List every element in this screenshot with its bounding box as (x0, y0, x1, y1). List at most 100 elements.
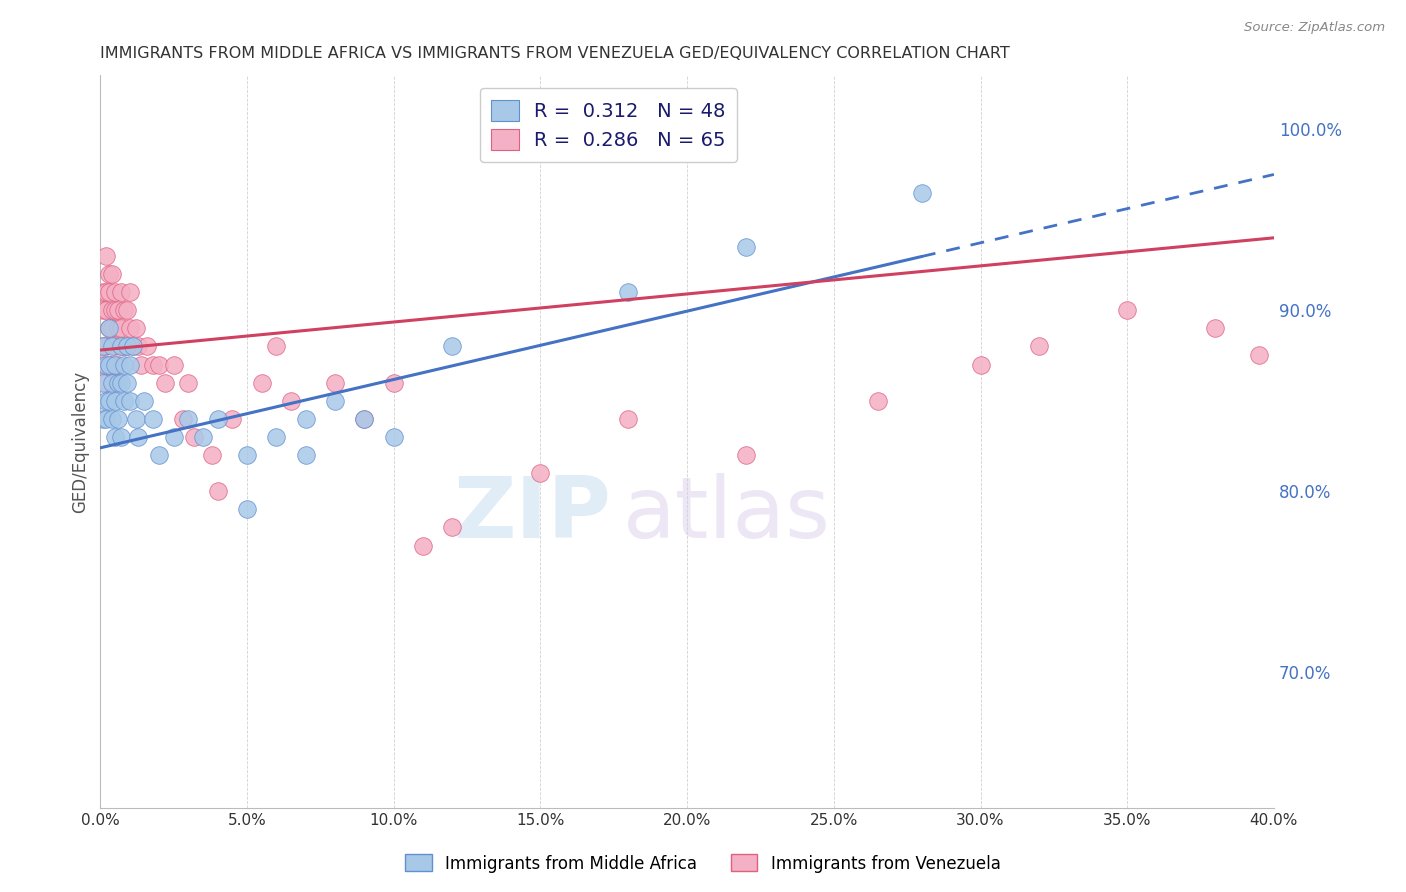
Point (221, 412, 243, 426)
Point (101, 376, 124, 390)
Point (98, 285, 121, 299)
Point (128, 339, 150, 353)
Point (1204, 321, 1226, 335)
Point (128, 430, 150, 444)
Legend: R =  0.312   N = 48, R =  0.286   N = 65: R = 0.312 N = 48, R = 0.286 N = 65 (479, 88, 737, 161)
Point (969, 358, 991, 372)
Point (201, 448, 224, 462)
Point (110, 376, 132, 390)
Point (104, 393, 127, 408)
Point (96, 376, 118, 390)
Point (118, 285, 141, 299)
Point (91, 376, 114, 390)
Point (617, 412, 640, 426)
Point (110, 339, 132, 353)
Point (148, 358, 170, 372)
Point (104, 339, 127, 353)
Point (136, 339, 159, 353)
Point (353, 412, 375, 426)
Text: Source: ZipAtlas.com: Source: ZipAtlas.com (1244, 21, 1385, 34)
Point (115, 339, 138, 353)
Point (110, 430, 132, 444)
Point (98, 267, 121, 281)
Point (101, 303, 124, 318)
Point (96, 393, 118, 408)
Point (104, 358, 127, 372)
Point (104, 430, 127, 444)
Point (280, 393, 302, 408)
Point (294, 448, 316, 462)
Point (148, 448, 170, 462)
Point (142, 358, 165, 372)
Point (177, 412, 200, 426)
Point (124, 412, 146, 426)
Point (172, 412, 194, 426)
Point (96, 339, 118, 353)
Point (101, 267, 124, 281)
Point (1249, 349, 1271, 363)
Text: ZIP: ZIP (453, 474, 610, 557)
Point (112, 339, 135, 353)
Point (96, 303, 118, 318)
Point (529, 466, 551, 480)
Point (98, 358, 121, 372)
Point (104, 376, 127, 390)
Point (91, 339, 114, 353)
Point (734, 448, 756, 462)
Point (110, 321, 132, 335)
Point (131, 358, 153, 372)
Point (1028, 339, 1050, 353)
Point (110, 285, 132, 299)
Point (115, 339, 138, 353)
Point (163, 430, 186, 444)
Point (91, 358, 114, 372)
Point (118, 358, 141, 372)
Point (98, 358, 121, 372)
Point (107, 412, 129, 426)
Point (134, 393, 156, 408)
Point (911, 186, 934, 200)
Point (1116, 303, 1139, 318)
Point (207, 412, 229, 426)
Point (866, 393, 889, 408)
Text: atlas: atlas (623, 474, 831, 557)
Y-axis label: GED/Equivalency: GED/Equivalency (72, 370, 89, 513)
Point (382, 376, 405, 390)
Point (734, 240, 756, 254)
Point (112, 358, 135, 372)
Legend: Immigrants from Middle Africa, Immigrants from Venezuela: Immigrants from Middle Africa, Immigrant… (399, 847, 1007, 880)
Text: IMMIGRANTS FROM MIDDLE AFRICA VS IMMIGRANTS FROM VENEZUELA GED/EQUIVALENCY CORRE: IMMIGRANTS FROM MIDDLE AFRICA VS IMMIGRA… (100, 46, 1010, 62)
Point (121, 339, 143, 353)
Point (266, 430, 288, 444)
Point (101, 412, 124, 426)
Point (96, 412, 118, 426)
Point (207, 484, 229, 499)
Point (323, 393, 346, 408)
Point (617, 285, 640, 299)
Point (191, 430, 214, 444)
Point (124, 321, 146, 335)
Point (412, 539, 434, 553)
Point (107, 358, 129, 372)
Point (98, 321, 121, 335)
Point (104, 285, 127, 299)
Point (101, 321, 124, 335)
Point (91, 339, 114, 353)
Point (107, 321, 129, 335)
Point (118, 393, 141, 408)
Point (183, 430, 205, 444)
Point (112, 303, 135, 318)
Point (323, 376, 346, 390)
Point (115, 303, 138, 318)
Point (112, 393, 135, 408)
Point (101, 339, 124, 353)
Point (96, 285, 118, 299)
Point (177, 376, 200, 390)
Point (236, 448, 259, 462)
Point (163, 358, 186, 372)
Point (441, 339, 464, 353)
Point (101, 358, 124, 372)
Point (107, 376, 129, 390)
Point (266, 339, 288, 353)
Point (115, 376, 138, 390)
